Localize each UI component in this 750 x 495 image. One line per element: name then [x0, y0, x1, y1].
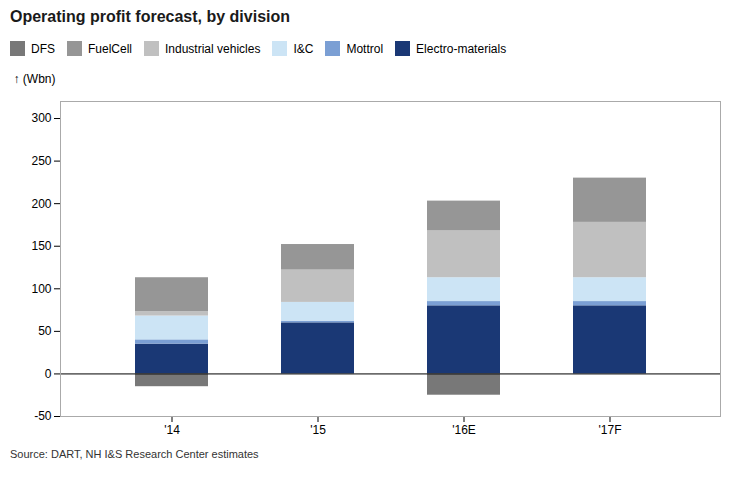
- svg-text:100: 100: [31, 282, 51, 296]
- html-text:Operating profit forecast, by: Operating profit forecast, by division: [10, 8, 290, 25]
- svg-text:0: 0: [45, 367, 52, 381]
- svg-text:'16E: '16E: [452, 423, 476, 437]
- svg-text:↑ (Wbn): ↑ (Wbn): [14, 72, 56, 86]
- svg-text:'17F: '17F: [599, 423, 622, 437]
- svg-text:50: 50: [38, 324, 52, 338]
- svg-text:-50: -50: [34, 409, 52, 423]
- svg-text:'15: '15: [310, 423, 326, 437]
- html-text:Source: DART, NH I&S Research: Source: DART, NH I&S Research Center est…: [10, 448, 259, 460]
- html-text:FuelCell: FuelCell: [88, 41, 132, 56]
- html-text:Industrial vehicles: Industrial vehicles: [165, 41, 261, 56]
- svg-text:250: 250: [31, 154, 51, 168]
- svg-text:200: 200: [31, 197, 51, 211]
- html-text:Electro-materials: Electro-materials: [416, 41, 507, 56]
- svg-text:'14: '14: [164, 423, 180, 437]
- html-text:Mottrol: Mottrol: [346, 41, 384, 56]
- svg-text:300: 300: [31, 111, 51, 125]
- html-text:I&C: I&C: [293, 41, 314, 56]
- svg-text:150: 150: [31, 239, 51, 253]
- html-text:DFS: DFS: [31, 41, 55, 56]
